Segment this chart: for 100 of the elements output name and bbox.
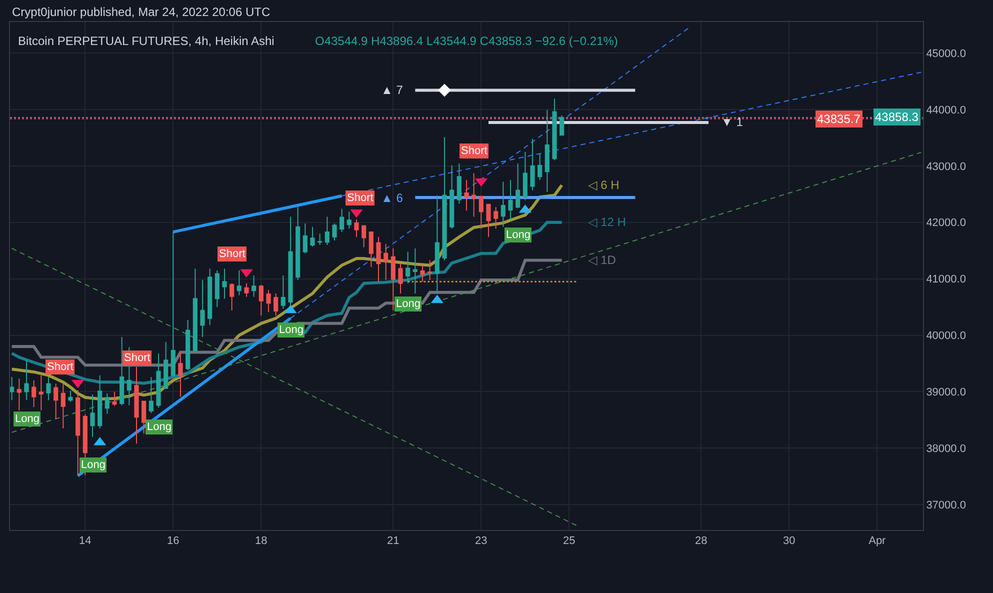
candlestick [522, 151, 528, 201]
candlestick [164, 342, 168, 389]
candlestick [16, 378, 22, 411]
candlestick [442, 136, 447, 261]
text: Crypt0junior published, Mar 24, 2022 20:06 UTC [12, 5, 270, 19]
candlestick [200, 279, 205, 338]
y-tick-label: 38000.0 [926, 443, 966, 456]
candlestick [494, 206, 498, 230]
candlestick [112, 391, 117, 406]
candlestick [398, 263, 403, 294]
candlestick [500, 181, 506, 228]
candlestick [346, 211, 352, 230]
x-tick-label: 14 [79, 535, 92, 548]
candlestick [148, 376, 154, 414]
annotation: O43544.9 H43896.4 L43544.9 C43858.3 −92.6 (−0.21%) [315, 34, 618, 48]
candlestick [362, 225, 366, 248]
candlestick [450, 164, 454, 230]
candlestick [420, 264, 425, 282]
candlestick [230, 282, 234, 311]
candlestick [368, 231, 374, 268]
x-tick-label: 23 [475, 535, 488, 548]
candlestick [222, 268, 227, 300]
candlestick [214, 270, 220, 308]
candlestick [478, 196, 484, 230]
candlestick [274, 293, 278, 316]
x-tick-label: 30 [783, 535, 796, 548]
candlestick [120, 336, 124, 406]
text: ◁ 6 H [588, 178, 620, 192]
candlestick [192, 268, 198, 352]
candlestick [472, 172, 476, 218]
candlestick [280, 274, 286, 310]
candlestick [310, 226, 315, 248]
candlestick [428, 260, 432, 280]
candlestick [406, 251, 410, 284]
candlestick [530, 138, 535, 191]
candlestick [38, 374, 44, 411]
candlestick [508, 180, 513, 221]
candlestick [354, 219, 359, 238]
candlestick [98, 374, 102, 429]
candlestick [236, 270, 242, 296]
y-tick-label: 41000.0 [926, 274, 966, 286]
y-tick-label: 40000.0 [926, 330, 966, 342]
candlestick [32, 380, 36, 408]
candlestick [90, 394, 95, 438]
x-tick-label: 28 [695, 535, 708, 548]
candlestick [178, 352, 183, 398]
x-tick-label: 16 [167, 535, 180, 548]
candlestick [412, 248, 418, 294]
candlestick [142, 400, 146, 434]
candlestick [296, 206, 300, 280]
candlestick [76, 390, 80, 476]
candlestick [68, 390, 73, 402]
candlestick [318, 233, 322, 246]
text: ◁ 1D [588, 253, 616, 267]
candlestick [208, 268, 212, 326]
y-tick-label: 43000.0 [926, 160, 966, 173]
point [438, 84, 451, 97]
candlestick [170, 231, 176, 378]
candlestick [266, 290, 271, 313]
candlestick [302, 223, 308, 254]
annotation: ▲ 6 [381, 191, 404, 205]
x-tick-label: 25 [563, 535, 576, 548]
y-tick-label: 39000.0 [926, 386, 966, 399]
x-tick-label: 21 [387, 535, 400, 548]
candlestick [10, 376, 14, 401]
annotation: ▲ 7 [381, 83, 404, 97]
y-tick-label: 45000.0 [926, 48, 966, 60]
candlestick [258, 284, 264, 316]
candlestick [538, 153, 542, 181]
candlestick [186, 320, 190, 371]
candlestick [156, 352, 161, 408]
candlestick [390, 248, 396, 311]
ref-line-label: 43858.3 [875, 110, 919, 124]
candlestick [60, 383, 66, 429]
candlestick [244, 282, 249, 298]
x-tick-label: 18 [255, 535, 268, 548]
candlestick [456, 163, 462, 204]
candlestick [24, 360, 29, 401]
candlestick [288, 216, 293, 306]
candlestick [54, 383, 58, 420]
text: ◁ 12 H [588, 215, 626, 229]
candlestick [332, 223, 337, 241]
ref-line-label: 43835.7 [817, 112, 861, 126]
annotation: ▼ 1 [721, 115, 744, 129]
y-tick-label: 37000.0 [926, 499, 966, 512]
candlestick [46, 376, 51, 401]
candlestick [324, 216, 330, 246]
candlestick [252, 274, 256, 298]
x-tick-label: Apr [868, 535, 886, 548]
candlestick [464, 180, 469, 212]
y-tick-label: 44000.0 [926, 104, 966, 116]
candlestick [384, 243, 388, 280]
y-tick-label: 42000.0 [926, 217, 966, 230]
candlestick [104, 392, 110, 414]
candlestick [376, 236, 381, 282]
text: Bitcoin PERPETUAL FUTURES, 4h, Heikin Ashi [18, 34, 274, 48]
candlestick [340, 208, 344, 232]
candlestick [434, 194, 440, 294]
candlestick [516, 163, 520, 209]
candlestick [486, 203, 491, 238]
